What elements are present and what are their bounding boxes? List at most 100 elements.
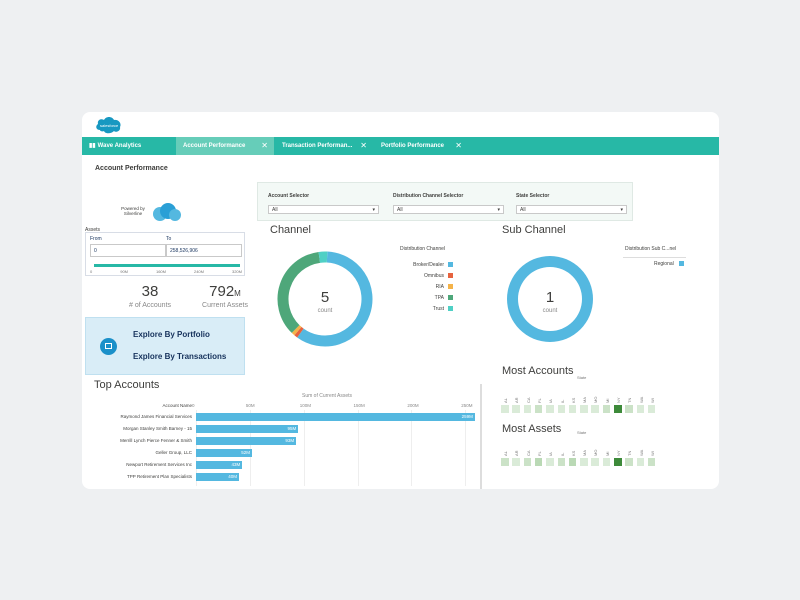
- tick: 320M: [231, 269, 242, 274]
- heatmap-cell[interactable]: [591, 405, 599, 413]
- accounts-kpi-label: # of Accounts: [128, 302, 172, 309]
- to-input[interactable]: 258,526,906: [166, 244, 242, 257]
- heatmap-cell[interactable]: [614, 405, 622, 413]
- chevron-down-icon: ▾: [497, 207, 500, 213]
- bar[interactable]: 52M: [196, 449, 252, 457]
- subchannel-donut[interactable]: 1 count: [500, 242, 600, 357]
- legend-item[interactable]: Trust: [432, 306, 444, 312]
- range-slider-fill: [94, 264, 240, 267]
- scrollbar[interactable]: [480, 384, 482, 489]
- selector-panel: Account Selector All ▾ Distribution Chann…: [257, 182, 633, 221]
- heatmap-cell[interactable]: [647, 458, 656, 466]
- close-icon[interactable]: ✕: [261, 141, 268, 150]
- heatmap-cell[interactable]: [636, 458, 645, 466]
- slice-broker-dealer[interactable]: [297, 251, 373, 347]
- heatmap-cell[interactable]: [534, 458, 543, 466]
- subchannel-title: Sub Channel: [502, 224, 566, 236]
- svg-text:salesforce: salesforce: [100, 123, 119, 128]
- state-label: CA: [525, 397, 531, 403]
- state-label: TN: [627, 397, 633, 403]
- slice-omnibus[interactable]: [294, 326, 304, 338]
- tick: 160M: [155, 269, 166, 274]
- heatmap-cell[interactable]: [580, 405, 588, 413]
- state-label: IL: [559, 399, 565, 403]
- channel-legend-title: Distribution Channel: [400, 246, 446, 252]
- channel-selector-label: Distribution Channel Selector: [393, 193, 464, 199]
- tick-label: 200M: [407, 403, 419, 408]
- chart-frame: [105, 343, 112, 349]
- from-input[interactable]: 0: [90, 244, 166, 257]
- tab-label: Wave Analytics: [97, 143, 142, 149]
- state-label: IA: [548, 399, 554, 403]
- tab-label: Portfolio Performance: [381, 143, 445, 149]
- bar[interactable]: 93M: [196, 437, 297, 445]
- bar-value: 52M: [241, 450, 250, 455]
- account-name: Newport Retirement Services Inc: [126, 462, 192, 467]
- heatmap-cell[interactable]: [534, 405, 543, 413]
- gridline: [357, 410, 359, 486]
- tick-label: 100M: [299, 403, 311, 408]
- dashboard-icon: [100, 338, 117, 355]
- state-label: WA: [638, 449, 644, 456]
- bar[interactable]: 43M: [196, 461, 243, 469]
- heatmap-cell[interactable]: [546, 405, 554, 413]
- tab-account-performance[interactable]: Account Performance ✕: [176, 137, 274, 155]
- heatmap-cell[interactable]: [501, 405, 509, 413]
- heatmap-cell[interactable]: [501, 458, 509, 466]
- legend-item[interactable]: RIA: [435, 284, 444, 290]
- from-label: From: [90, 236, 102, 242]
- channel-donut[interactable]: 5 count: [260, 242, 390, 357]
- state-label: MA: [582, 450, 588, 456]
- assets-kpi-value: 792M: [197, 283, 253, 301]
- heatmap-cell[interactable]: [512, 458, 520, 466]
- heatmap-cell[interactable]: [580, 458, 588, 466]
- explore-panel: Explore By Portfolio Explore By Transact…: [85, 317, 245, 375]
- chart-icon: ▮▮: [89, 143, 96, 149]
- select-value: All: [397, 207, 403, 213]
- heatmap-cell[interactable]: [512, 405, 520, 413]
- state-label: WA: [638, 396, 644, 403]
- legend-item[interactable]: Omnibus: [423, 273, 444, 279]
- heatmap-cell[interactable]: [602, 458, 611, 466]
- slice-tpa[interactable]: [277, 251, 321, 333]
- subchannel-legend-regional[interactable]: Regional: [654, 261, 674, 267]
- heatmap-cell[interactable]: [625, 458, 633, 466]
- bar-value: 40M: [228, 474, 238, 479]
- tab-transaction-performance[interactable]: Transaction Performan... ✕: [275, 137, 373, 155]
- heatmap-cell[interactable]: [568, 458, 577, 466]
- close-icon[interactable]: ✕: [360, 141, 367, 150]
- legend-swatch: [448, 262, 453, 267]
- tab-portfolio-performance[interactable]: Portfolio Performance ✕: [374, 137, 468, 155]
- range-slider-track[interactable]: [94, 264, 240, 267]
- heatmap-cell[interactable]: [557, 405, 565, 413]
- tab-wave-analytics[interactable]: ▮▮ Wave Analytics: [82, 137, 178, 155]
- gridline: [411, 410, 413, 486]
- legend-item[interactable]: TPA: [434, 295, 444, 301]
- heatmap-cell[interactable]: [636, 405, 645, 413]
- tab-label: Account Performance: [183, 143, 246, 149]
- heatmap-cell[interactable]: [625, 405, 633, 413]
- state-label: NY: [616, 450, 621, 456]
- state-selector[interactable]: All ▾: [516, 205, 627, 214]
- explore-portfolio-link[interactable]: Explore By Portfolio: [133, 330, 210, 339]
- legend-swatch: [448, 306, 453, 311]
- heatmap-cell[interactable]: [557, 458, 565, 466]
- heatmap-cell[interactable]: [591, 458, 599, 466]
- explore-transactions-link[interactable]: Explore By Transactions: [133, 352, 227, 361]
- heatmap-cell[interactable]: [614, 458, 622, 466]
- bar[interactable]: 95M: [196, 425, 299, 433]
- heatmap-cell[interactable]: [546, 458, 554, 466]
- legend-item[interactable]: Broker/Dealer: [413, 262, 444, 268]
- close-icon[interactable]: ✕: [455, 141, 462, 150]
- heatmap-cell[interactable]: [602, 405, 611, 413]
- heatmap-cell[interactable]: [523, 405, 532, 413]
- heatmap-cell[interactable]: [568, 405, 577, 413]
- account-selector[interactable]: All ▾: [268, 205, 379, 214]
- bar[interactable]: 40M: [196, 473, 240, 481]
- slice-ria[interactable]: [291, 325, 302, 336]
- channel-selector[interactable]: All ▾: [393, 205, 504, 214]
- heatmap-cell[interactable]: [523, 458, 532, 466]
- bar[interactable]: 259M: [196, 413, 475, 421]
- heatmap-cell[interactable]: [647, 405, 656, 413]
- state-label: AL: [503, 451, 508, 456]
